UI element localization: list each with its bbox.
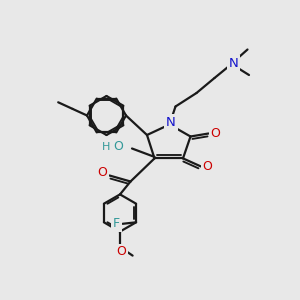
Text: O: O <box>210 127 220 140</box>
Text: H: H <box>102 142 111 152</box>
Text: F: F <box>113 217 120 230</box>
Text: O: O <box>117 245 126 258</box>
Text: N: N <box>229 57 238 70</box>
Text: O: O <box>114 140 123 154</box>
Text: O: O <box>203 160 212 173</box>
Text: O: O <box>97 166 107 179</box>
Text: N: N <box>166 116 176 129</box>
